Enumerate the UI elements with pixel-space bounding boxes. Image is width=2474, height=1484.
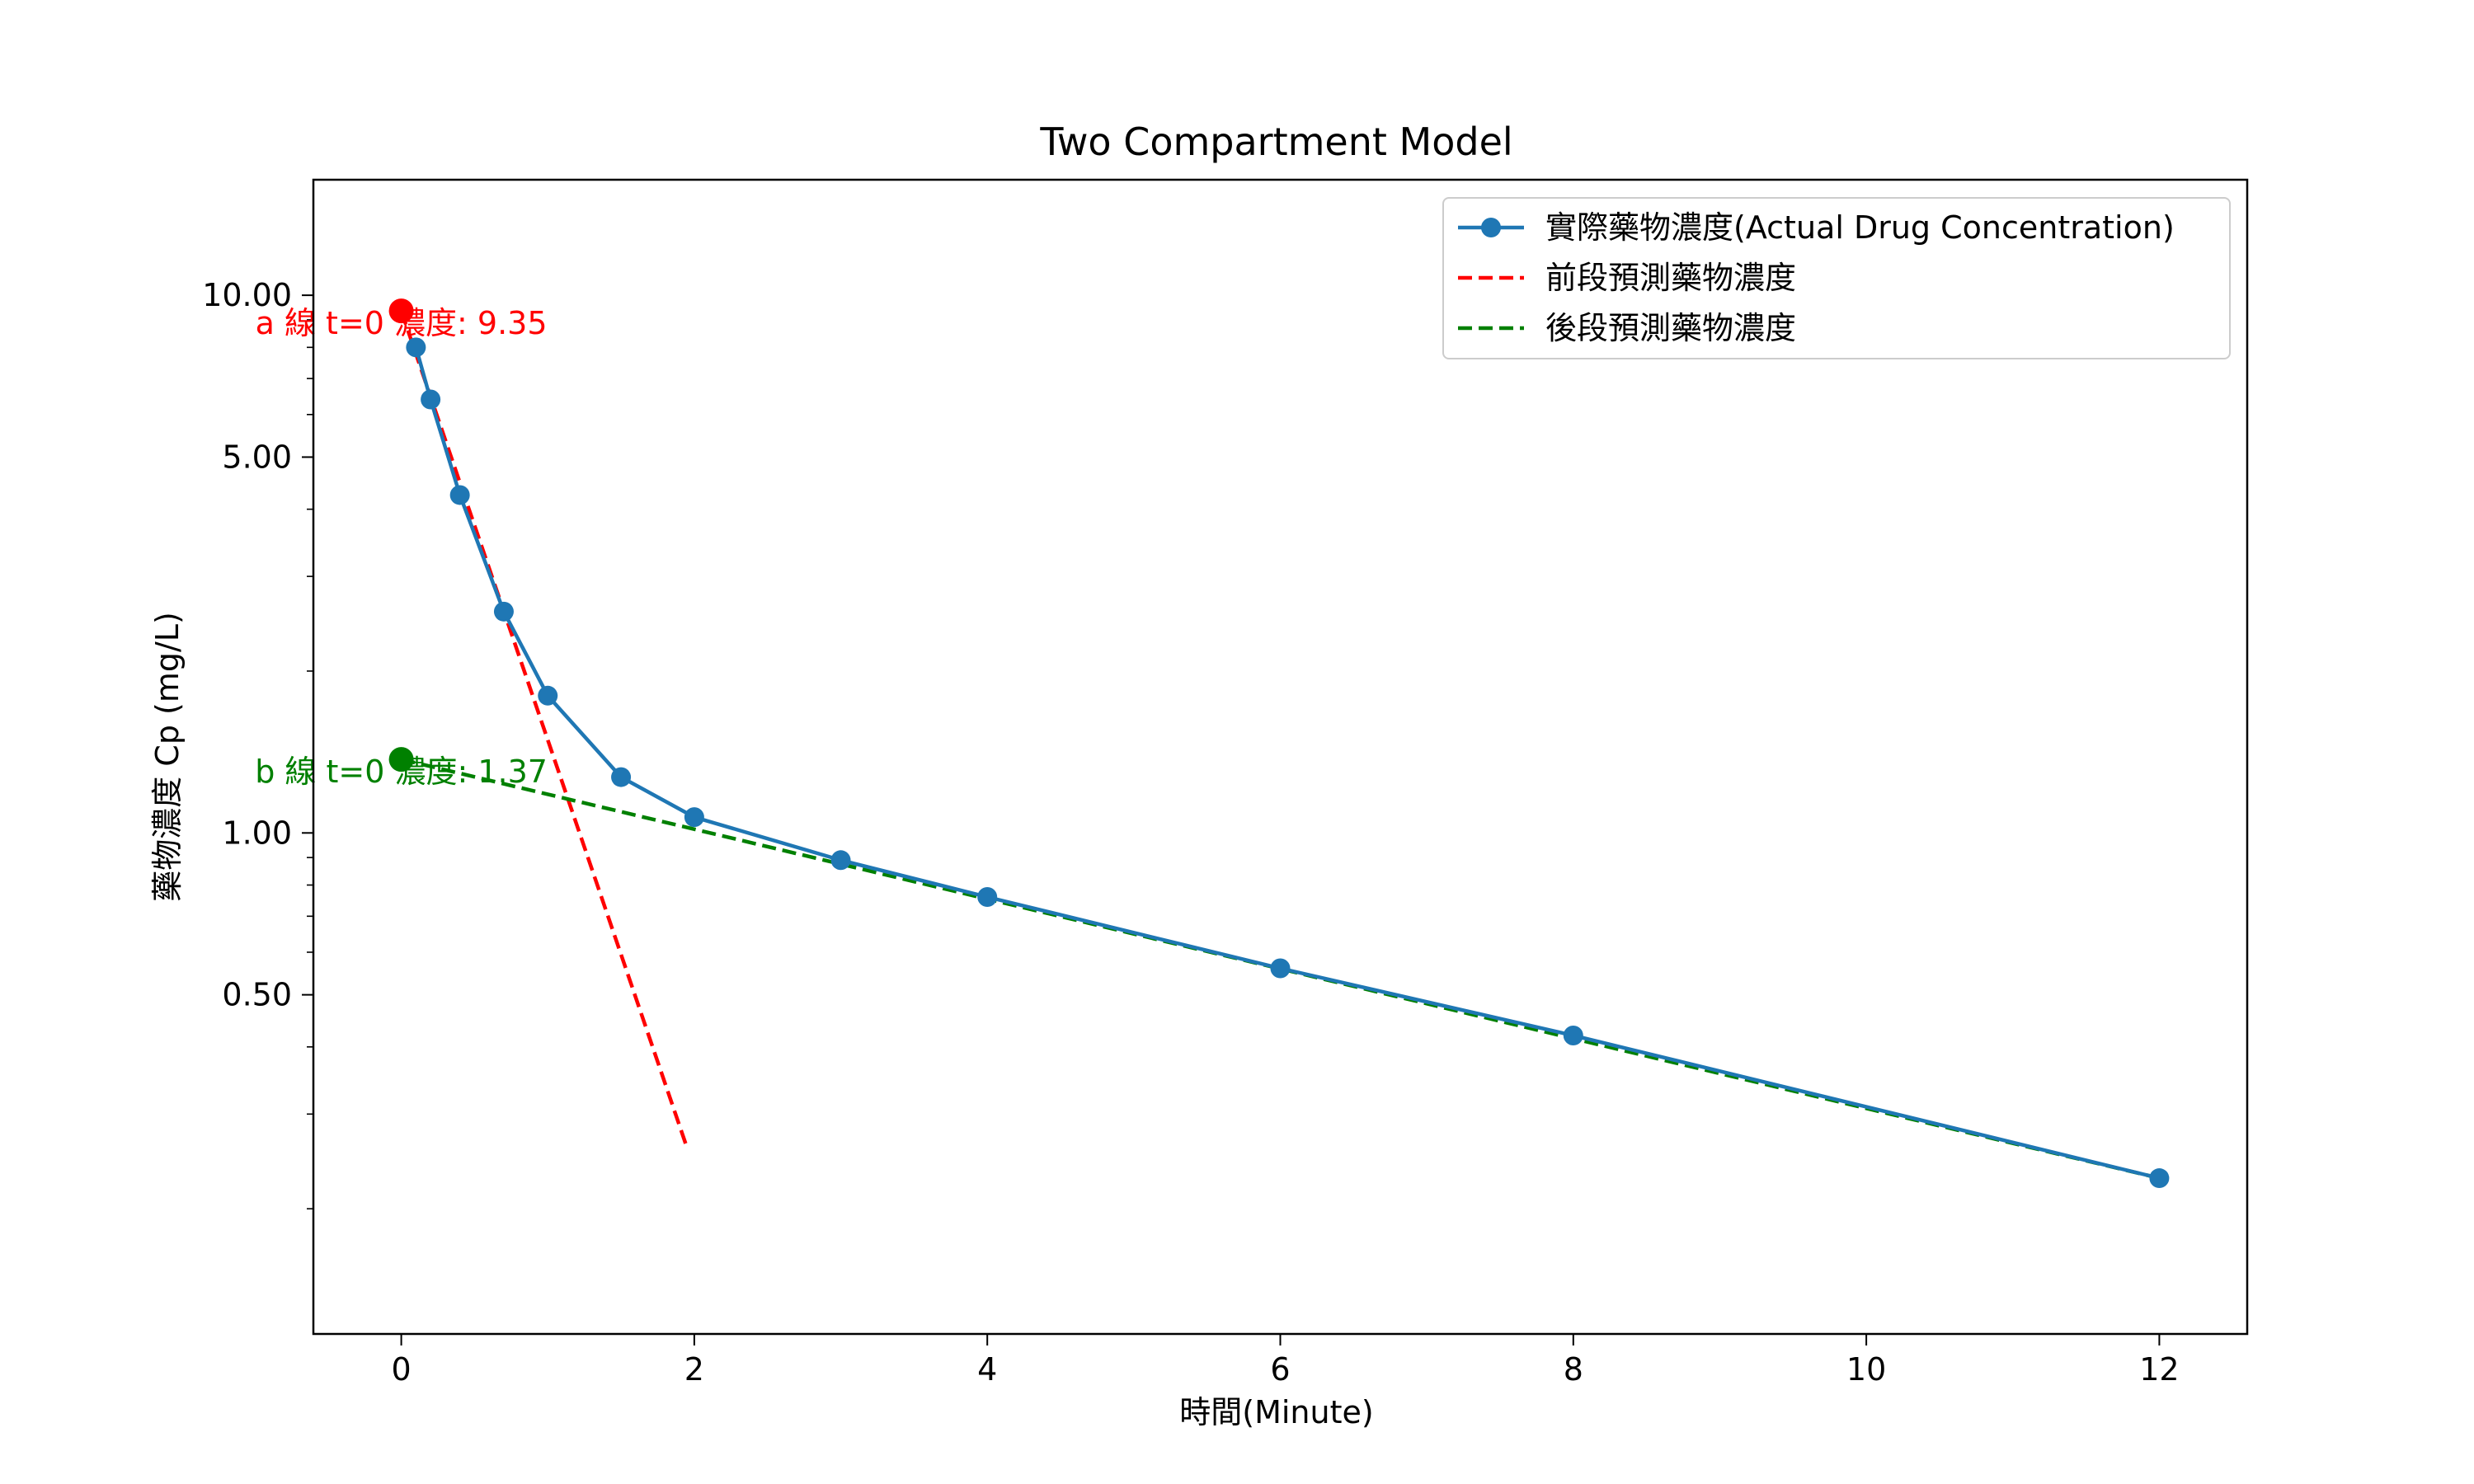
x-tick-label: 6 <box>1270 1351 1290 1388</box>
series-line-0 <box>414 346 2160 1181</box>
chart-title: Two Compartment Model <box>1039 120 1512 164</box>
b-intercept-point <box>388 747 414 773</box>
annotation-a: a 線 t=0 濃度: 9.35 <box>256 305 548 341</box>
y-tick-label: 5.00 <box>222 439 292 475</box>
x-tick-label: 0 <box>391 1351 411 1388</box>
data-point <box>1563 1026 1583 1046</box>
legend-marker-0 <box>1481 218 1501 237</box>
data-point <box>406 337 426 358</box>
legend-box <box>1442 197 2231 359</box>
series-line-1 <box>399 310 689 1148</box>
data-point <box>1270 958 1291 979</box>
data-point <box>493 601 514 622</box>
x-tick-label: 10 <box>1846 1351 1886 1388</box>
data-point <box>830 850 851 871</box>
data-point <box>977 887 998 908</box>
axes-frame <box>312 178 2249 1336</box>
annotation-b: b 線 t=0 濃度: 1.37 <box>255 754 548 790</box>
x-tick-label: 2 <box>684 1351 704 1388</box>
legend-label-2: 後段預測藥物濃度 <box>1545 310 1796 346</box>
data-point <box>684 807 704 828</box>
data-point <box>611 767 632 787</box>
y-axis-label: 藥物濃度 Cp (mg/L) <box>149 612 186 902</box>
x-axis-label: 時間(Minute) <box>1179 1394 1373 1430</box>
legend-label-0: 實際藥物濃度(Actual Drug Concentration) <box>1545 209 2175 246</box>
a-intercept-point <box>388 298 414 324</box>
x-tick-label: 12 <box>2139 1351 2179 1388</box>
data-point <box>421 389 441 410</box>
data-point <box>538 685 558 706</box>
y-tick-label: 1.00 <box>222 815 292 851</box>
data-point <box>449 485 470 505</box>
x-tick-label: 8 <box>1564 1351 1583 1388</box>
x-tick-label: 4 <box>977 1351 997 1388</box>
y-tick-label: 0.50 <box>222 977 292 1013</box>
y-tick-label: 10.00 <box>202 277 292 313</box>
legend-label-1: 前段預測藥物濃度 <box>1545 260 1796 296</box>
plot-area: 0 2 4 6 8 10 12 0.50 1.00 5.00 10.00a 線 t=0 濃度: 9.… <box>202 178 2249 1388</box>
data-point <box>2149 1168 2170 1189</box>
